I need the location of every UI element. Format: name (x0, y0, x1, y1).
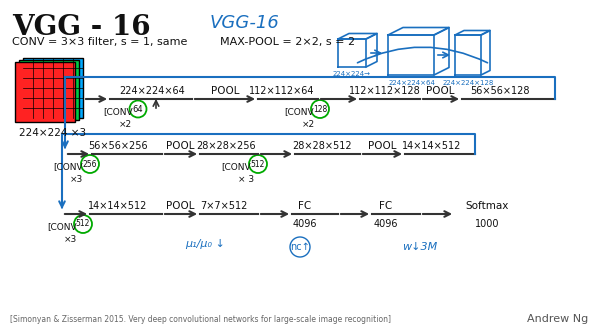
Text: ×3: ×3 (64, 235, 77, 244)
Text: FC: FC (379, 201, 392, 211)
Text: VGG-16: VGG-16 (210, 14, 280, 32)
Text: 256: 256 (83, 159, 97, 169)
Text: FC: FC (298, 201, 311, 211)
Text: 512: 512 (76, 219, 90, 228)
Text: POOL: POOL (211, 86, 239, 96)
FancyBboxPatch shape (19, 60, 79, 120)
Text: VGG - 16: VGG - 16 (12, 14, 151, 41)
Text: POOL: POOL (166, 201, 194, 211)
Text: 224×224 ×3: 224×224 ×3 (19, 128, 86, 138)
Text: 14×14×512: 14×14×512 (403, 141, 461, 151)
Text: ×2: ×2 (301, 120, 314, 129)
Text: 28×28×512: 28×28×512 (292, 141, 352, 151)
Text: × 3: × 3 (238, 175, 254, 184)
Text: POOL: POOL (166, 141, 194, 151)
Text: 7×7×512: 7×7×512 (200, 201, 248, 211)
Text: POOL: POOL (368, 141, 396, 151)
Text: 56×56×256: 56×56×256 (88, 141, 148, 151)
FancyBboxPatch shape (23, 58, 83, 118)
Text: MAX-POOL = 2×2, s = 2: MAX-POOL = 2×2, s = 2 (220, 37, 355, 47)
FancyBboxPatch shape (15, 62, 75, 122)
Text: nc↑: nc↑ (290, 242, 310, 252)
Text: 224×224×64: 224×224×64 (389, 80, 436, 86)
Text: 4096: 4096 (293, 219, 317, 229)
Text: [CONV: [CONV (103, 107, 133, 116)
Text: Softmax: Softmax (466, 201, 509, 211)
Text: [CONV: [CONV (221, 162, 251, 171)
Text: μ₁/μ₀ ↓: μ₁/μ₀ ↓ (185, 239, 225, 249)
Text: 224×224×64: 224×224×64 (119, 86, 185, 96)
Text: 112×112×64: 112×112×64 (249, 86, 315, 96)
Text: [CONV: [CONV (284, 107, 314, 116)
Text: 4096: 4096 (374, 219, 398, 229)
Text: CONV = 3×3 filter, s = 1, same: CONV = 3×3 filter, s = 1, same (12, 37, 187, 47)
Text: 224×224→: 224×224→ (333, 71, 371, 77)
Text: 224×224×128: 224×224×128 (442, 80, 494, 86)
Text: 64: 64 (133, 105, 143, 114)
Text: POOL: POOL (426, 86, 454, 96)
Text: 1000: 1000 (475, 219, 499, 229)
Text: 56×56×128: 56×56×128 (470, 86, 530, 96)
Text: [CONV: [CONV (53, 162, 83, 171)
Text: Andrew Ng: Andrew Ng (527, 314, 588, 324)
Text: w↓3M: w↓3M (403, 242, 437, 252)
Text: ×2: ×2 (118, 120, 131, 129)
Text: ×3: ×3 (70, 175, 83, 184)
Text: 14×14×512: 14×14×512 (88, 201, 148, 211)
Text: [Simonyan & Zisserman 2015. Very deep convolutional networks for large-scale ima: [Simonyan & Zisserman 2015. Very deep co… (10, 315, 391, 324)
Text: 112×112×128: 112×112×128 (349, 86, 421, 96)
Text: 28×28×256: 28×28×256 (196, 141, 256, 151)
Text: 512: 512 (251, 159, 265, 169)
Text: [CONV: [CONV (47, 222, 77, 231)
Text: 128: 128 (313, 105, 327, 114)
